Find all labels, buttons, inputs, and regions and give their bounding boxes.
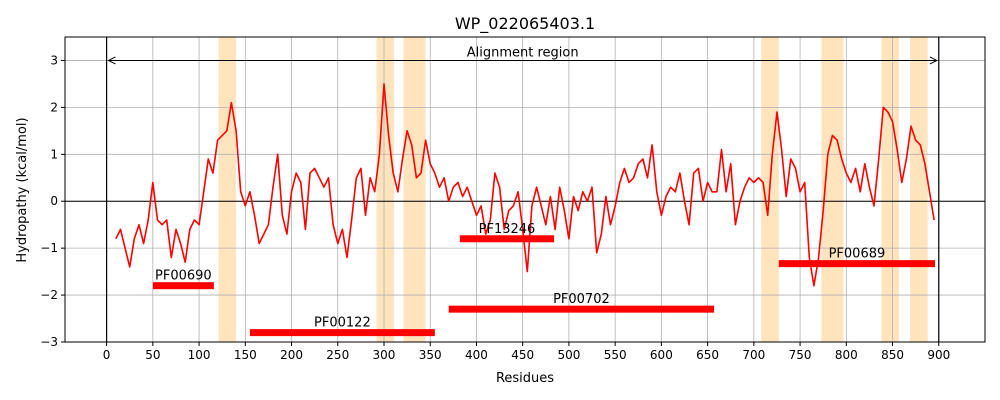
domain-label-pf00689: PF00689 xyxy=(829,247,886,262)
shaded-region-7 xyxy=(910,37,928,342)
y-tick-label: −3 xyxy=(40,335,58,349)
plot-frame xyxy=(64,36,986,343)
x-tick-label: 600 xyxy=(650,348,673,362)
x-tick-label: 150 xyxy=(234,348,257,362)
x-tick-label: 250 xyxy=(326,348,349,362)
x-tick-label: 800 xyxy=(835,348,858,362)
x-axis-label: Residues xyxy=(496,371,554,386)
domain-label-pf13246: PF13246 xyxy=(479,222,536,237)
alignment-arrow-head-right xyxy=(929,56,939,65)
x-tick-label: 750 xyxy=(789,348,812,362)
y-tick-label: −2 xyxy=(40,288,58,302)
y-tick-label: 2 xyxy=(50,100,58,114)
grid-lines xyxy=(65,37,985,343)
reference-lines xyxy=(65,37,985,342)
domain-bar-pf00689 xyxy=(778,260,936,268)
x-tick-label: 900 xyxy=(927,348,950,362)
alignment-annotation: Alignment region xyxy=(107,45,939,65)
y-axis-label: Hydropathy (kcal/mol) xyxy=(15,117,30,262)
shaded-region-6 xyxy=(881,37,900,342)
domain-label-pf00702: PF00702 xyxy=(553,292,610,307)
y-tick-label: 3 xyxy=(50,53,58,67)
x-tick-label: 450 xyxy=(511,348,534,362)
y-tick-label: 1 xyxy=(50,147,58,161)
y-axis-ticks: −3 −2 −1 0 1 2 3 xyxy=(40,53,65,349)
x-tick-label: 550 xyxy=(604,348,627,362)
domain-bar-pf00702 xyxy=(448,305,715,313)
domain-label-pf00122: PF00122 xyxy=(314,316,371,331)
domain-bars: PF00690 PF00122 PF13246 PF00702 PF00689 xyxy=(152,222,936,337)
x-tick-label: 50 xyxy=(145,348,160,362)
x-tick-label: 500 xyxy=(557,348,580,362)
x-tick-label: 350 xyxy=(419,348,442,362)
shaded-region-2 xyxy=(376,37,395,342)
x-tick-label: 850 xyxy=(881,348,904,362)
hydropathy-line-1 xyxy=(115,83,935,287)
x-axis-ticks: 0 50 100 150 200 250 300 350 400 450 500 550 600 650 7… xyxy=(103,342,950,362)
x-tick-label: 100 xyxy=(188,348,211,362)
domain-bar-pf00122 xyxy=(249,329,435,337)
x-tick-label: 200 xyxy=(280,348,303,362)
x-tick-label: 650 xyxy=(696,348,719,362)
domain-bar-pf13246 xyxy=(459,235,555,243)
x-tick-label: 300 xyxy=(373,348,396,362)
shaded-region-1 xyxy=(218,37,237,342)
y-tick-label: −1 xyxy=(40,241,58,255)
chart-title: WP_022065403.1 xyxy=(455,14,595,34)
shaded-region-3 xyxy=(403,37,426,342)
hydropathy-series xyxy=(115,83,935,287)
y-tick-label: 0 xyxy=(50,194,58,208)
domain-label-pf00690: PF00690 xyxy=(155,269,212,284)
alignment-arrow-head-left xyxy=(107,56,116,65)
x-tick-label: 400 xyxy=(465,348,488,362)
alignment-region-label: Alignment region xyxy=(467,45,579,60)
x-tick-label: 700 xyxy=(742,348,765,362)
domain-bar-pf00690 xyxy=(152,282,214,290)
x-tick-label: 0 xyxy=(103,348,111,362)
